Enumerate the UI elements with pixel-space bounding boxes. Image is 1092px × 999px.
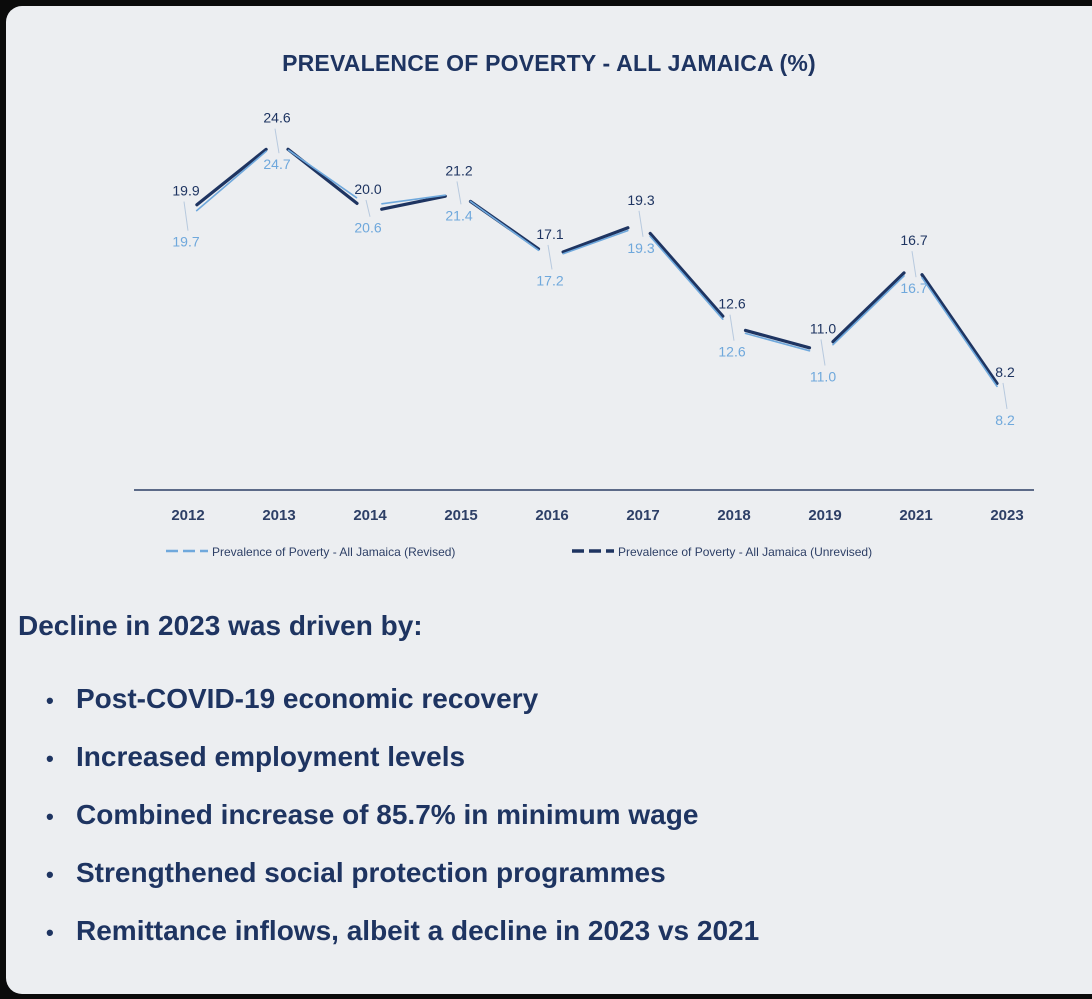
poverty-line-chart: 19.9 19.7 24.6 24.7 20.0 20.6 21.2 21.4 17.1 17.2… <box>134 110 1034 559</box>
caption-bullets: • Post-COVID-19 economic recovery • Increa… <box>46 670 759 960</box>
bullet-text: Strengthened social protection programme… <box>76 857 666 888</box>
unrevised-line-segment-2012-2013 <box>195 147 268 207</box>
x-tick-label-2021: 2021 <box>899 507 932 524</box>
x-tick-label-2015: 2015 <box>444 507 477 524</box>
bullet-item: • Combined increase of 85.7% in minimum w… <box>46 786 759 844</box>
label-connector-2016 <box>547 244 553 270</box>
revised-data-label-2013: 24.7 <box>263 156 290 172</box>
revised-data-label-2016: 17.2 <box>536 272 563 288</box>
label-connector-2014 <box>365 199 371 217</box>
unrevised-line-segment-2016-2017 <box>561 226 630 254</box>
x-tick-label-2023: 2023 <box>990 507 1023 524</box>
unrevised-line-segment-2017-2018 <box>648 231 725 318</box>
revised-data-label-2021: 16.7 <box>900 280 927 296</box>
unrevised-data-label-2023: 8.2 <box>995 364 1015 380</box>
x-tick-labels: 2012 2013 2014 2015 2016 2017 2018 2019 2021 2023 <box>171 507 1023 524</box>
bullet-item: • Increased employment levels <box>46 728 759 786</box>
label-connector-2023 <box>1002 382 1008 409</box>
revised-data-label-2018: 12.6 <box>718 344 745 360</box>
x-tick-label-2016: 2016 <box>535 507 568 524</box>
bullet-item: • Post-COVID-19 economic recovery <box>46 670 759 728</box>
x-tick-label-2017: 2017 <box>626 507 659 524</box>
x-tick-label-2013: 2013 <box>262 507 295 524</box>
bullet-text: Combined increase of 85.7% in minimum wa… <box>76 799 699 830</box>
bullet-text: Increased employment levels <box>76 741 466 772</box>
bullet-dot: • <box>46 862 54 887</box>
label-connector-2018 <box>729 314 735 341</box>
unrevised-line-segment-2018-2019 <box>743 328 812 350</box>
revised-line-segment-2019-2021 <box>832 275 905 346</box>
revised-line-segment-2015-2016 <box>469 200 540 252</box>
chart-title: PREVALENCE OF POVERTY - ALL JAMAICA (%) <box>282 50 816 76</box>
bullet-text: Post-COVID-19 economic recovery <box>76 683 539 714</box>
x-tick-label-2019: 2019 <box>808 507 841 524</box>
unrevised-data-label-2019: 11.0 <box>810 321 836 337</box>
unrevised-series <box>195 147 999 385</box>
bullet-text: Remittance inflows, albeit a decline in … <box>76 915 760 946</box>
label-connector-2021 <box>911 251 917 278</box>
label-connector-2015 <box>456 181 462 205</box>
label-connector-2013 <box>274 128 280 154</box>
revised-data-label-2012: 19.7 <box>172 234 199 250</box>
legend-label-revised: Prevalence of Poverty - All Jamaica (Rev… <box>212 545 455 559</box>
unrevised-line-segment-2021-2023 <box>920 273 999 385</box>
bullet-item: • Remittance inflows, albeit a decline in… <box>46 902 759 960</box>
unrevised-data-label-2017: 19.3 <box>627 192 654 208</box>
legend-label-unrevised: Prevalence of Poverty - All Jamaica (Unr… <box>618 545 872 559</box>
x-tick-label-2018: 2018 <box>717 507 750 524</box>
label-connectors <box>183 128 1008 409</box>
unrevised-data-label-2013: 24.6 <box>263 110 290 126</box>
revised-line-segment-2016-2017 <box>562 229 629 255</box>
bullet-dot: • <box>46 746 54 771</box>
slide: PREVALENCE OF POVERTY - ALL JAMAICA (%) … <box>6 6 1092 994</box>
unrevised-data-label-2016: 17.1 <box>536 226 563 242</box>
revised-line-segment-2012-2013 <box>195 150 268 212</box>
data-labels: 19.9 19.7 24.6 24.7 20.0 20.6 21.2 21.4 17.1 17.2… <box>172 110 1015 428</box>
x-tick-label-2012: 2012 <box>171 507 204 524</box>
caption-heading: Decline in 2023 was driven by: <box>18 610 423 641</box>
revised-line-segment-2017-2018 <box>649 235 724 321</box>
bullet-dot: • <box>46 920 54 945</box>
unrevised-data-label-2014: 20.0 <box>354 181 381 197</box>
revised-data-label-2014: 20.6 <box>354 220 381 236</box>
unrevised-line-segment-2014-2015 <box>380 194 447 211</box>
bullet-dot: • <box>46 688 54 713</box>
label-connector-2017 <box>638 210 644 237</box>
revised-line-segment-2021-2023 <box>921 276 998 388</box>
revised-data-label-2015: 21.4 <box>445 207 472 223</box>
revised-line-segment-2014-2015 <box>381 194 446 205</box>
unrevised-line-segment-2019-2021 <box>831 271 906 344</box>
x-tick-label-2014: 2014 <box>353 507 387 524</box>
bullet-item: • Strengthened social protection programm… <box>46 844 759 902</box>
bullet-dot: • <box>46 804 54 829</box>
unrevised-data-label-2018: 12.6 <box>718 296 745 312</box>
revised-series <box>195 149 998 388</box>
unrevised-data-label-2015: 21.2 <box>445 162 472 178</box>
revised-data-label-2019: 11.0 <box>810 369 836 385</box>
revised-data-label-2023: 8.2 <box>995 412 1015 428</box>
legend: Prevalence of Poverty - All Jamaica (Rev… <box>166 545 872 559</box>
label-connector-2012 <box>183 201 189 231</box>
unrevised-data-label-2021: 16.7 <box>900 232 927 248</box>
revised-line-segment-2013-2014 <box>287 149 358 199</box>
label-connector-2019 <box>820 339 826 366</box>
unrevised-data-label-2012: 19.9 <box>172 183 199 199</box>
revised-line-segment-2018-2019 <box>744 332 811 352</box>
revised-data-label-2017: 19.3 <box>627 240 654 256</box>
